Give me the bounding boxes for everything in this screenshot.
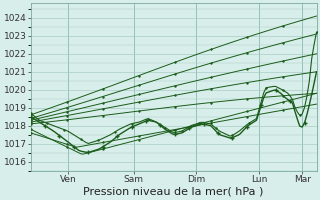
X-axis label: Pression niveau de la mer( hPa ): Pression niveau de la mer( hPa ) <box>84 187 264 197</box>
